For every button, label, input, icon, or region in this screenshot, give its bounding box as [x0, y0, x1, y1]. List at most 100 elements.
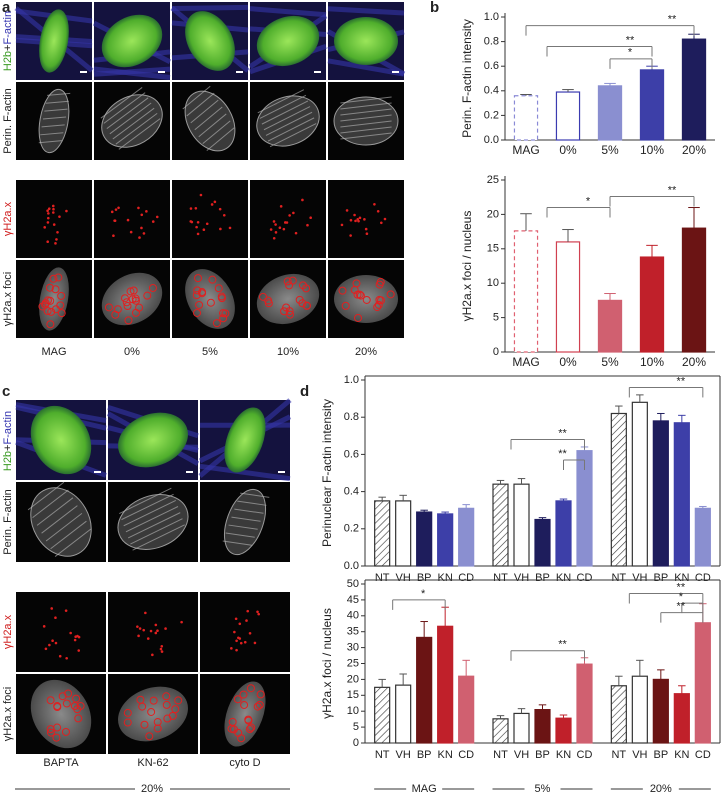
- y-tick-label: 0.4: [344, 486, 359, 498]
- focus: [234, 617, 238, 621]
- micrograph: [108, 592, 198, 672]
- focus: [160, 645, 164, 648]
- actin-fiber: [257, 89, 305, 114]
- focus-ring: [153, 724, 162, 733]
- actin-fiber: [119, 487, 172, 514]
- focus-ring: [259, 292, 268, 301]
- bar: [458, 507, 475, 567]
- bar: [555, 241, 581, 353]
- actin-fiber: [340, 126, 392, 134]
- focus: [195, 225, 198, 229]
- focus-ring: [244, 715, 253, 724]
- focus-ring: [162, 692, 171, 701]
- bar: [652, 420, 669, 567]
- y-tick-label: 0.8: [344, 411, 359, 423]
- focus: [219, 227, 222, 231]
- actin-fiber: [190, 99, 219, 124]
- focus: [52, 207, 55, 211]
- bar: [610, 412, 627, 567]
- focus: [309, 216, 312, 219]
- focus: [340, 223, 344, 227]
- panel-label: d: [300, 383, 309, 400]
- sig-label: *: [586, 195, 591, 207]
- micrograph: [172, 180, 248, 258]
- nucleus: [223, 488, 267, 556]
- y-tick-label: 20: [347, 673, 359, 685]
- focus: [365, 232, 369, 236]
- y-tick-label: 0.6: [344, 448, 359, 460]
- column-label: 0%: [124, 346, 140, 358]
- column-label: KN-62: [137, 757, 168, 769]
- focus-ring: [47, 307, 56, 316]
- bar: [437, 513, 454, 567]
- focus-ring: [255, 700, 264, 709]
- focus: [138, 236, 141, 239]
- bar-label: VH: [514, 749, 529, 761]
- bar: [374, 686, 391, 744]
- nucleus: [185, 11, 235, 71]
- sig-label: *: [628, 47, 633, 59]
- nucleus: [184, 90, 236, 152]
- sig-label: **: [677, 601, 686, 613]
- bar: [513, 230, 539, 353]
- bar-label: NT: [375, 572, 390, 584]
- bar-label: KN: [674, 749, 689, 761]
- focus-ring: [237, 734, 246, 743]
- focus-ring: [219, 309, 228, 318]
- y-tick-label: 0.0: [484, 134, 499, 146]
- focus: [64, 609, 68, 612]
- bar: [416, 636, 433, 744]
- sig-label: **: [626, 34, 635, 46]
- row-label: Perin. F-actin: [2, 489, 14, 554]
- focus-ring: [245, 725, 254, 734]
- focus: [202, 228, 206, 231]
- focus-ring: [338, 286, 347, 295]
- focus: [42, 625, 46, 628]
- sig-label: **: [677, 375, 686, 387]
- focus-ring: [111, 310, 120, 319]
- bar-label: BP: [417, 749, 432, 761]
- focus-ring: [46, 696, 55, 705]
- stain-label: H2b+F-actin: [2, 11, 14, 71]
- focus-ring: [123, 718, 132, 727]
- actin-fiber: [267, 117, 315, 142]
- y-tick-label: 10: [347, 705, 359, 717]
- y-axis-label: γH2a.x foci / nucleus: [320, 608, 334, 719]
- focus-ring: [45, 283, 54, 292]
- y-tick-label: 0.2: [344, 523, 359, 535]
- focus-ring: [163, 714, 172, 723]
- bar: [555, 717, 572, 744]
- focus: [47, 207, 51, 211]
- y-tick-label: 5: [353, 721, 359, 733]
- stain-label: H2b+F-actin: [2, 411, 14, 471]
- focus: [349, 234, 352, 237]
- focus-ring: [253, 702, 262, 711]
- focus-ring: [355, 290, 364, 299]
- y-axis-label: Perin. F-actin intensity: [460, 19, 474, 138]
- focus-ring: [353, 290, 362, 299]
- focus: [65, 209, 68, 213]
- focus: [160, 650, 164, 653]
- bar-label: KN: [438, 749, 453, 761]
- y-tick-label: 5: [493, 312, 499, 324]
- bar: [513, 483, 530, 567]
- focus-ring: [240, 700, 249, 709]
- bar-label: VH: [632, 572, 647, 584]
- row-label: γH2a.x: [2, 201, 14, 236]
- bar-label: KN: [556, 572, 571, 584]
- bar-label: VH: [632, 749, 647, 761]
- bar: [639, 69, 665, 141]
- sig-label: **: [558, 448, 567, 460]
- actin-fiber: [340, 96, 392, 104]
- nucleus: [30, 679, 92, 749]
- focus: [110, 210, 114, 214]
- y-tick-label: 40: [347, 610, 359, 622]
- focus-ring: [256, 690, 265, 699]
- focus: [235, 648, 238, 652]
- nucleus: [256, 273, 320, 325]
- focus: [248, 631, 252, 635]
- focus: [46, 216, 50, 220]
- actin-fiber: [32, 489, 69, 519]
- x-tick-label: 0%: [559, 143, 577, 157]
